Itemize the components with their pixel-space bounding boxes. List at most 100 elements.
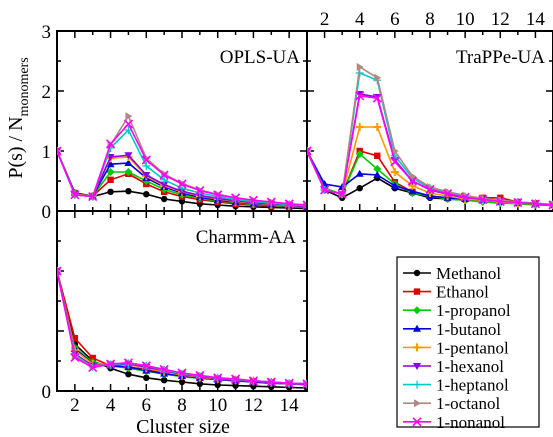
data-point: [284, 378, 294, 388]
data-point: [107, 176, 114, 183]
svg-text:P(s) / Nmonomers: P(s) / Nmonomers: [5, 57, 32, 178]
data-point: [141, 155, 151, 165]
y-axis-label: P(s) / Nmonomers: [5, 57, 32, 178]
y-tick-label: 2: [42, 82, 52, 103]
data-point: [143, 191, 150, 198]
series-group: [57, 266, 307, 391]
legend-marker: [413, 269, 421, 277]
data-point: [356, 63, 364, 71]
panel-bottom-left: 2 4 6 8 10 12 14 0 Charmm-AA: [42, 210, 308, 416]
x-tick-label: 12: [491, 9, 510, 30]
x-tick-label: 2: [70, 395, 80, 416]
data-point: [266, 377, 276, 387]
panel-title: Charmm-AA: [196, 227, 297, 248]
legend-marker: [414, 399, 421, 408]
x-tick-label: 10: [456, 9, 475, 30]
data-point: [320, 185, 330, 195]
data-point: [307, 146, 312, 156]
data-point: [478, 195, 488, 205]
data-point: [407, 176, 417, 186]
data-point: [390, 157, 400, 167]
data-point: [195, 370, 205, 380]
data-point: [355, 91, 365, 101]
data-point: [460, 192, 470, 202]
data-point: [106, 359, 116, 369]
series-1-nonanol: [57, 266, 307, 389]
data-point: [106, 168, 115, 176]
data-point: [548, 200, 553, 210]
legend-marker: [413, 306, 421, 315]
y-axis-label-sub: monomers: [17, 57, 32, 116]
series-group: [307, 63, 553, 210]
y-tick-label: 1: [42, 142, 52, 163]
legend-label: 1-butanol: [436, 320, 501, 339]
series-1-nonanol: [57, 119, 307, 210]
data-point: [160, 181, 169, 189]
data-point: [142, 162, 151, 170]
data-point: [530, 199, 540, 209]
legend-marker: [412, 417, 422, 427]
legend-entry: 1-pentanol: [403, 338, 509, 357]
legend-label: 1-nonanol: [436, 413, 505, 432]
legend-marker: [413, 343, 421, 352]
data-point: [71, 335, 79, 342]
data-point: [213, 190, 223, 200]
data-point: [143, 374, 150, 381]
panel-top-right: 2 4 6 8 10 12 14 TraPPe-UA: [306, 9, 553, 212]
data-point: [373, 171, 382, 178]
legend-label: 1-pentanol: [436, 338, 509, 357]
legend-entry: 1-hexanol: [403, 357, 504, 376]
data-point: [106, 139, 116, 149]
data-point: [88, 363, 98, 373]
data-point: [124, 168, 133, 176]
data-point: [195, 186, 205, 196]
y-tick-label: 0: [42, 202, 52, 223]
panel-title: OPLS-UA: [220, 47, 301, 68]
data-point: [160, 175, 169, 184]
data-point: [284, 199, 294, 209]
data-point: [408, 187, 417, 195]
x-tick-label: 8: [425, 9, 435, 30]
data-point: [177, 179, 187, 189]
x-tick-label: 14: [280, 395, 300, 416]
data-point: [266, 197, 276, 207]
y-ticks: [307, 30, 553, 212]
legend-entry: 1-butanol: [403, 320, 501, 339]
data-point: [123, 119, 133, 129]
data-point: [124, 152, 133, 160]
panel-top-left: 0 1 2 3 OPLS-UA: [42, 22, 308, 223]
data-point: [124, 159, 133, 166]
data-point: [373, 165, 382, 173]
x-tick-label: 14: [526, 9, 546, 30]
data-point: [302, 200, 307, 210]
x-tick-label: 4: [355, 9, 365, 30]
y-tick-label: 3: [42, 22, 52, 43]
legend-entry: Ethanol: [403, 283, 489, 302]
data-point: [196, 380, 204, 387]
data-point: [125, 188, 132, 195]
series-1-nonanol: [307, 91, 553, 210]
x-tick-label: 2: [320, 9, 330, 30]
data-point: [231, 374, 241, 384]
legend-entry: 1-nonanol: [403, 413, 505, 432]
x-ticks: 2 4 6 8 10 12 14: [306, 9, 553, 211]
legend-label: 1-octanol: [436, 394, 500, 413]
data-point: [495, 196, 505, 206]
data-point: [355, 150, 364, 158]
legend-label: 1-propanol: [436, 301, 511, 320]
data-point: [390, 181, 399, 189]
data-point: [248, 195, 258, 205]
data-point: [232, 382, 239, 389]
data-point: [409, 172, 417, 181]
legend-entry: 1-propanol: [403, 301, 511, 320]
data-point: [374, 152, 381, 159]
x-tick-label: 6: [390, 9, 400, 30]
data-point: [159, 364, 169, 374]
data-point: [57, 266, 62, 276]
data-point: [337, 189, 347, 199]
data-point: [425, 184, 435, 194]
data-point: [89, 354, 96, 362]
data-point: [390, 168, 399, 176]
x-tick-label: 6: [142, 395, 152, 416]
